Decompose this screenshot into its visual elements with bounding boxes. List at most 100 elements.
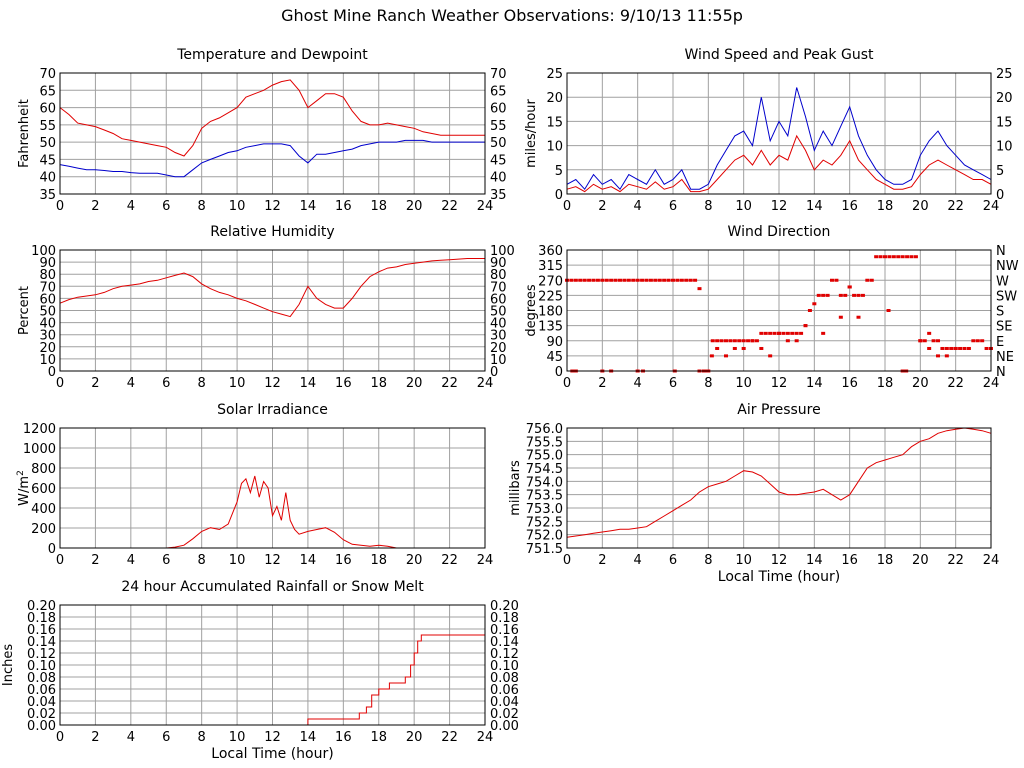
x-tick-label: 8	[704, 376, 712, 391]
data-point	[653, 278, 658, 282]
right-y-tick-label: 40	[490, 317, 507, 332]
data-point	[821, 293, 826, 297]
y-tick-label: 600	[31, 482, 56, 497]
x-tick-label: 14	[806, 376, 823, 391]
data-point	[693, 278, 698, 282]
y-tick-label: 70	[39, 67, 56, 82]
data-point	[613, 278, 618, 282]
y-tick-label: 0.12	[27, 647, 56, 662]
data-point	[618, 278, 622, 282]
series-line-1	[59, 139, 485, 178]
x-tick-label: 2	[91, 199, 99, 214]
x-tick-label: 24	[983, 376, 1000, 391]
x-tick-label: 0	[563, 376, 571, 391]
x-tick-label: 0	[563, 553, 571, 568]
x-tick-label: 10	[229, 553, 246, 568]
data-point	[869, 278, 874, 282]
data-point	[886, 309, 891, 312]
data-point	[609, 278, 614, 282]
data-point	[732, 339, 737, 343]
x-tick-label: 20	[912, 199, 929, 214]
data-point	[737, 339, 742, 343]
x-tick-label: 6	[669, 553, 677, 568]
x-tick-label: 16	[335, 730, 352, 745]
right-y-tick-label: 0.00	[490, 719, 519, 734]
x-tick-label: 12	[771, 553, 788, 568]
data-point	[777, 331, 781, 335]
y-tick-label: 752.0	[526, 529, 563, 544]
right-y-tick-label: 20	[490, 341, 507, 356]
data-point	[648, 278, 653, 282]
x-tick-label: 12	[264, 730, 281, 745]
data-point	[944, 354, 949, 358]
x-tick-label: 10	[735, 553, 752, 568]
plot-frame	[566, 249, 992, 372]
y-tick-label: 0	[555, 365, 563, 380]
x-tick-label: 12	[264, 553, 281, 568]
data-point	[644, 278, 649, 282]
data-point	[631, 278, 636, 282]
x-tick-label: 16	[841, 376, 858, 391]
data-point	[595, 278, 600, 282]
data-point	[728, 339, 733, 343]
data-point	[635, 278, 640, 282]
data-point	[569, 278, 574, 282]
data-point	[772, 331, 777, 335]
x-tick-label: 18	[370, 730, 387, 745]
right-y-tick-label: SW	[996, 289, 1017, 304]
x-tick-label: 14	[806, 199, 823, 214]
data-point	[671, 278, 675, 282]
x-tick-label: 6	[162, 199, 170, 214]
data-point	[852, 293, 857, 297]
x-tick-label: 24	[983, 199, 1000, 214]
data-point	[679, 278, 684, 282]
x-tick-label: 8	[198, 730, 206, 745]
x-tick-label: 0	[56, 376, 64, 391]
data-point	[724, 339, 728, 343]
y-tick-label: 754.0	[526, 475, 563, 490]
data-point	[905, 255, 910, 259]
x-tick-label: 20	[912, 553, 929, 568]
data-point	[913, 255, 918, 259]
data-point	[715, 339, 720, 343]
y-tick-label: 755.5	[526, 435, 563, 450]
data-point	[666, 278, 671, 282]
right-y-tick-label: 10	[490, 353, 507, 368]
data-point	[578, 278, 583, 282]
x-tick-label: 6	[162, 376, 170, 391]
y-tick-label: 65	[39, 84, 56, 99]
x-tick-label: 6	[669, 376, 677, 391]
y-tick-label: 60	[39, 292, 56, 307]
x-tick-label: 12	[264, 376, 281, 391]
series-line-0	[59, 258, 485, 318]
data-point	[922, 339, 927, 343]
x-tick-label: 4	[127, 730, 135, 745]
data-point	[860, 293, 865, 297]
y-tick-label: 0.02	[27, 707, 56, 722]
data-point	[821, 331, 826, 335]
data-point	[741, 346, 746, 350]
right-y-tick-label: 10	[996, 140, 1013, 155]
x-tick-label: 8	[704, 199, 712, 214]
right-y-tick-label: 45	[490, 153, 507, 168]
data-point	[600, 278, 605, 282]
x-tick-label: 4	[634, 376, 642, 391]
data-point	[710, 339, 715, 343]
data-point	[604, 278, 609, 282]
data-point	[944, 346, 949, 350]
y-tick-label: 0.20	[27, 599, 56, 614]
chart-title: Solar Irradiance	[217, 402, 328, 418]
x-tick-label: 16	[841, 553, 858, 568]
right-y-tick-label: 100	[490, 244, 515, 259]
y-tick-label: 0.06	[27, 683, 56, 698]
y-tick-label: 15	[546, 115, 563, 130]
y-tick-label: 0.18	[27, 611, 56, 626]
x-tick-label: 10	[229, 730, 246, 745]
y-tick-label: 0.04	[27, 695, 56, 710]
x-tick-label: 14	[300, 553, 317, 568]
right-y-tick-label: 0.18	[490, 611, 519, 626]
right-y-tick-label: 0.06	[490, 683, 519, 698]
